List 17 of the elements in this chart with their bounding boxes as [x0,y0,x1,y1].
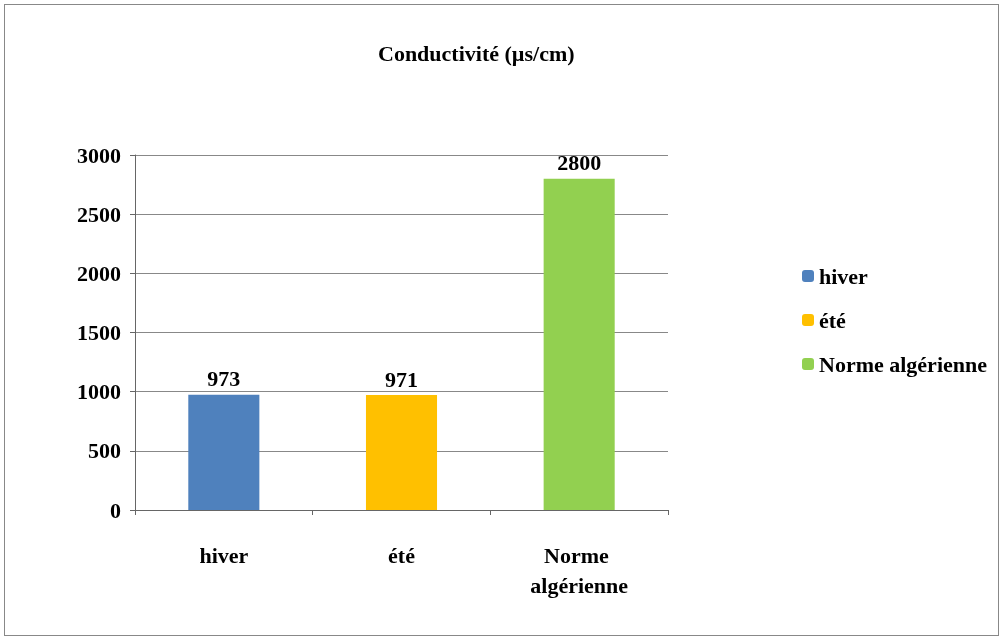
y-tick-label: 500 [88,438,121,464]
chart-title: Conductivité (µs/cm) [378,40,575,66]
x-tick-label: été [388,542,416,568]
data-label: 973 [207,366,241,392]
y-tick-label: 1500 [77,320,121,345]
legend-label: été [819,307,847,333]
x-tick-label: Norme algérienne [530,542,629,598]
y-tick-label: 2500 [77,201,121,227]
y-tick-label: 2000 [77,260,121,286]
y-tick-label: 3000 [77,142,121,168]
y-tick-label: 0 [110,497,121,523]
y-tick-label: 1000 [77,379,121,405]
data-label: 971 [385,366,418,392]
x-tick-label: hiver [199,542,249,568]
data-label: 2800 [557,150,602,176]
legend-label: Norme algérienne [819,351,988,377]
legend-label: hiver [819,263,869,289]
